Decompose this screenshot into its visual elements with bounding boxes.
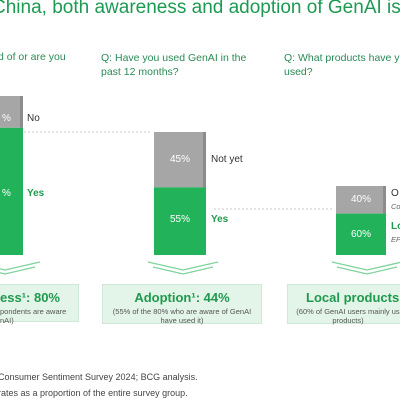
adoption-summary-title: Adoption¹: 44% bbox=[134, 290, 230, 305]
adoption-bar-edge bbox=[203, 132, 206, 188]
local-products-summary-title: Local products: 6 bbox=[306, 290, 400, 305]
awareness-summary-box: ess¹: 80% pondents are aware nAI) bbox=[0, 284, 79, 325]
chevron-icon bbox=[331, 261, 400, 275]
panel3-question: Q: What products have yo used? bbox=[284, 52, 400, 78]
panel3-local-label: Lo bbox=[391, 221, 400, 232]
panel1-no-value: % bbox=[2, 113, 11, 124]
local-products-summary-box: Local products: 6 (60% of GenAI users ma… bbox=[287, 284, 400, 325]
panel3-local-sub: EP bbox=[391, 235, 400, 244]
adoption-bar-yes bbox=[154, 187, 206, 255]
panel3-yes-value: 60% bbox=[350, 229, 371, 240]
chevron-icon bbox=[147, 261, 219, 275]
awareness-summary-sub: pondents are aware nAI) bbox=[0, 307, 67, 325]
panel1-question: d of or are you bbox=[0, 51, 66, 63]
footnote-source: Consumer Sentiment Survey 2024; BCG anal… bbox=[0, 372, 198, 382]
panel2-yes-value: 55% bbox=[169, 214, 190, 225]
panel2-not-yet-label: Not yet bbox=[211, 154, 243, 165]
awareness-bar-yes bbox=[0, 127, 23, 255]
panel2-no-value: 45% bbox=[169, 154, 190, 165]
adoption-summary-sub: (55% of the 80% who are aware of GenAI h… bbox=[112, 307, 252, 325]
awareness-summary-title: ess¹: 80% bbox=[0, 290, 60, 305]
local-products-bar-edge bbox=[383, 186, 386, 214]
panel1-no-label: No bbox=[27, 113, 40, 124]
awareness-bar-edge bbox=[20, 96, 23, 128]
panel3-no-value: 40% bbox=[350, 194, 371, 205]
panel3-other-sub: Co bbox=[391, 202, 400, 211]
awareness-bar-no bbox=[0, 96, 23, 128]
footnote-definition: rates as a proportion of the entire surv… bbox=[0, 388, 188, 398]
chart-title: China, both awareness and adoption of Ge… bbox=[0, 0, 400, 18]
panel1-yes-label: Yes bbox=[27, 188, 45, 199]
local-products-summary-sub: (60% of GenAI users mainly us products) bbox=[296, 307, 400, 325]
adoption-summary-box: Adoption¹: 44% (55% of the 80% who are a… bbox=[102, 284, 262, 325]
local-products-bar-no bbox=[336, 186, 386, 214]
panel1-yes-value: % bbox=[2, 188, 11, 199]
panel3-other-label: O bbox=[391, 188, 399, 199]
local-products-bar-yes bbox=[336, 213, 386, 255]
panel2-yes-label: Yes bbox=[211, 214, 229, 225]
panel2-question: Q: Have you used GenAI in the past 12 mo… bbox=[101, 52, 247, 78]
adoption-bar-no bbox=[154, 132, 206, 188]
chevron-icon bbox=[0, 261, 41, 275]
